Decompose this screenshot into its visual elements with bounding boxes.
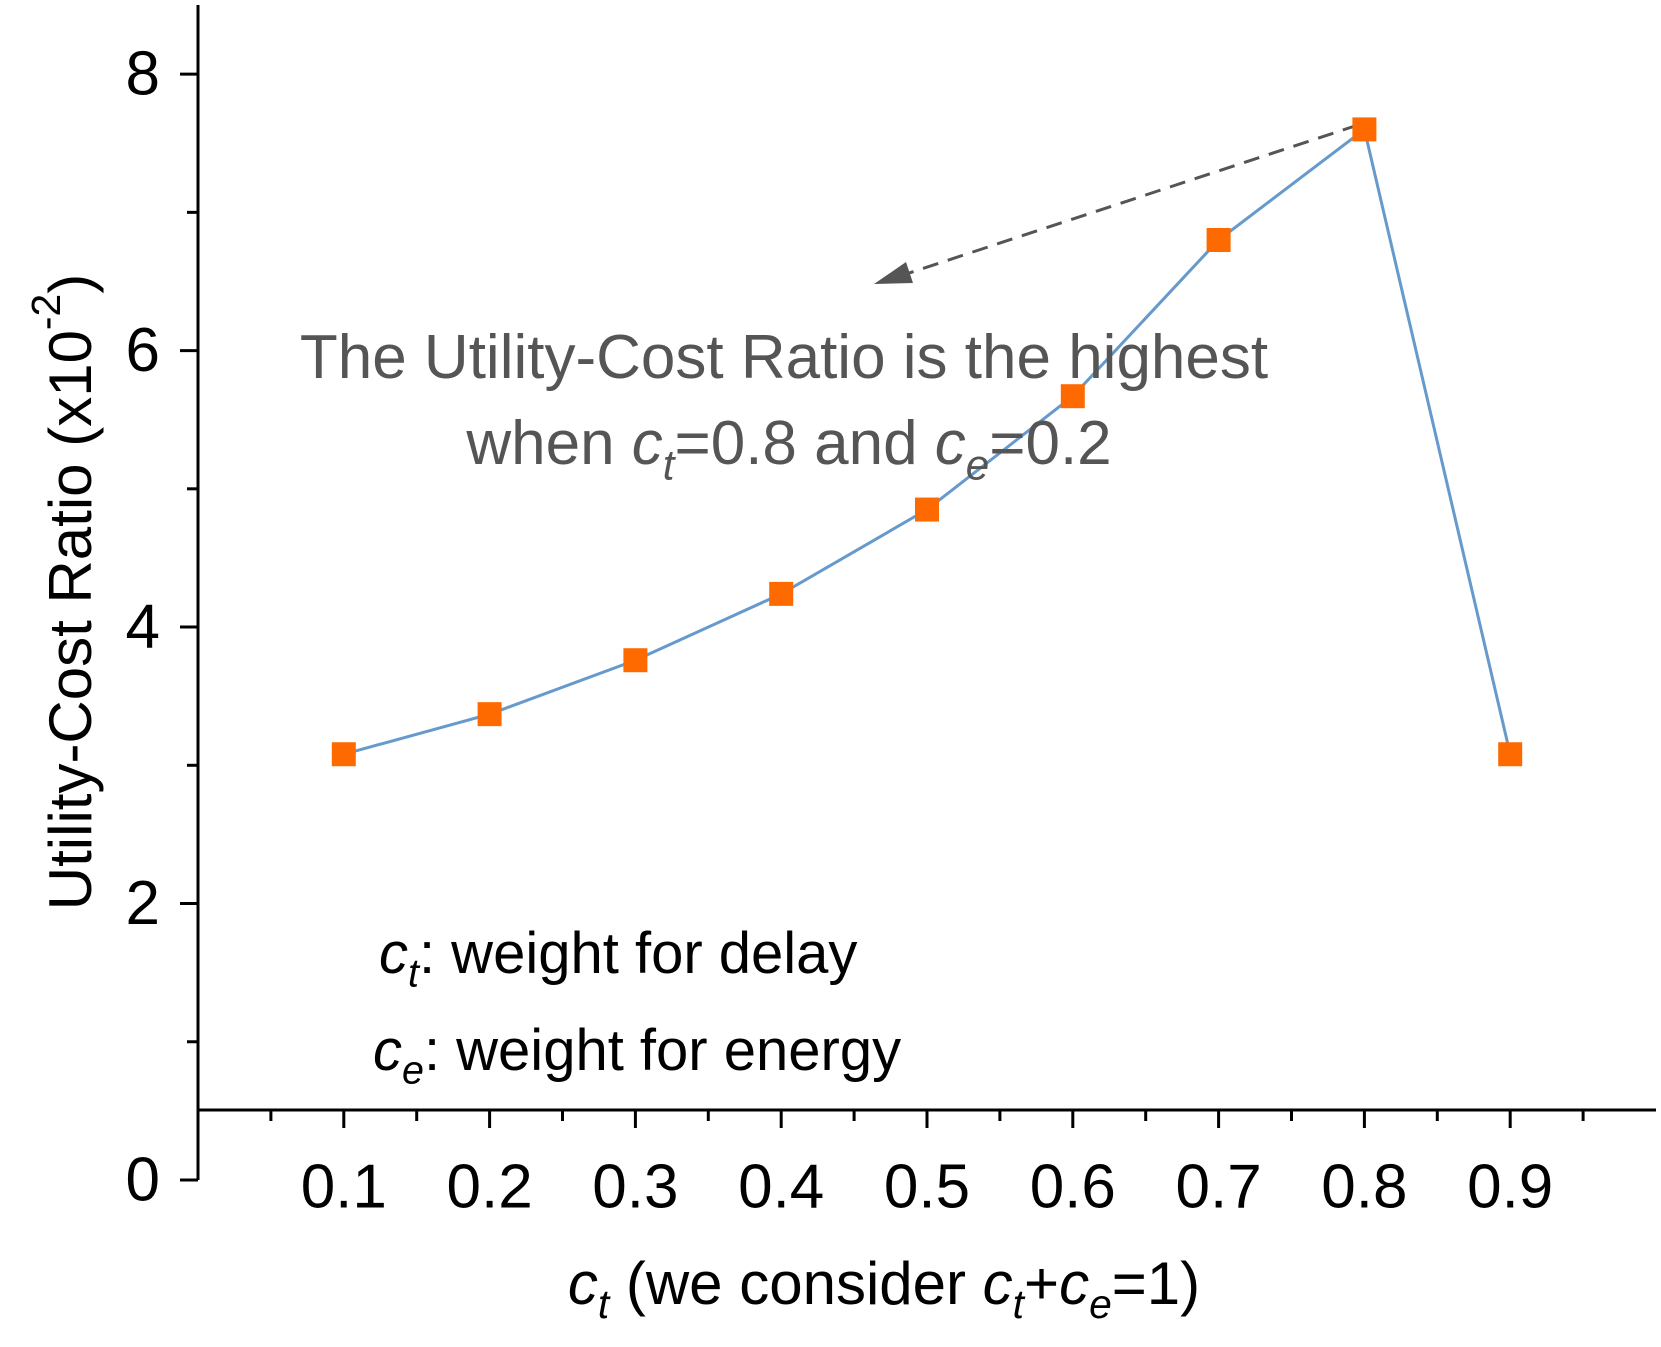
x-tick-label: 0.8 <box>1321 1153 1407 1222</box>
text-run: ) <box>37 274 104 294</box>
text-run: -2 <box>23 294 69 330</box>
text-run: t <box>663 441 677 488</box>
x-tick-label: 0.2 <box>446 1153 532 1222</box>
text-run: The Utility-Cost Ratio is the highest <box>300 323 1268 392</box>
annotation-arrow <box>899 123 1359 278</box>
annotation-arrowhead <box>874 262 913 284</box>
text-run: =0.2 <box>989 409 1111 478</box>
x-tick-label: 0.1 <box>301 1153 387 1222</box>
text-run: c <box>568 1250 598 1317</box>
text-run: when <box>465 409 631 478</box>
x-tick-label: 0.7 <box>1175 1153 1261 1222</box>
marker <box>331 742 356 767</box>
annotation: The Utility-Cost Ratio is the highest <box>300 323 1268 392</box>
text-run: + <box>1024 1250 1059 1317</box>
text-run: Utility-Cost Ratio (x10 <box>37 330 104 910</box>
x-tick-label: 0.4 <box>738 1153 824 1222</box>
text-run: c <box>379 921 408 986</box>
marker <box>1498 742 1523 767</box>
y-tick-label: 2 <box>126 869 160 938</box>
text-run: c <box>632 409 663 478</box>
text-run: e <box>1089 1281 1112 1327</box>
x-axis-label: ct (we consider ct+ce=1) <box>568 1250 1200 1328</box>
y-tick-label: 8 <box>126 40 160 109</box>
marker <box>1352 117 1377 142</box>
text-run: c <box>935 409 966 478</box>
x-tick-label: 0.3 <box>592 1153 678 1222</box>
marker <box>623 648 648 673</box>
text-run: =0.8 and <box>675 409 935 478</box>
text-run: c <box>983 1250 1013 1317</box>
marker <box>477 702 502 727</box>
text-run: =1) <box>1112 1250 1200 1317</box>
text-run: (we consider <box>609 1250 982 1317</box>
marker <box>1206 228 1231 252</box>
annotation: when ct=0.8 and ce=0.2 <box>465 409 1111 489</box>
marker <box>915 497 939 522</box>
text-run: t <box>598 1281 611 1327</box>
x-tick-label: 0.5 <box>884 1153 970 1222</box>
text-run: c <box>373 1018 402 1083</box>
text-run: : weight for energy <box>424 1018 901 1083</box>
text-run: : weight for delay <box>419 921 857 986</box>
text-run: t <box>1013 1281 1026 1327</box>
x-tick-label: 0.6 <box>1030 1153 1116 1222</box>
marker <box>1060 384 1085 409</box>
y-tick-label: 0 <box>126 1146 160 1215</box>
note: ce: weight for energy <box>373 1018 901 1093</box>
note: ct: weight for delay <box>379 921 857 996</box>
y-tick-label: 4 <box>126 593 160 662</box>
x-tick-label: 0.9 <box>1467 1153 1553 1222</box>
text-run: t <box>408 951 421 995</box>
y-axis-label: Utility-Cost Ratio (x10-2) <box>23 274 104 910</box>
y-tick-label: 6 <box>126 316 160 385</box>
text-run: e <box>966 441 989 488</box>
text-run: e <box>402 1048 424 1092</box>
marker <box>769 581 794 606</box>
text-run: c <box>1059 1250 1089 1317</box>
